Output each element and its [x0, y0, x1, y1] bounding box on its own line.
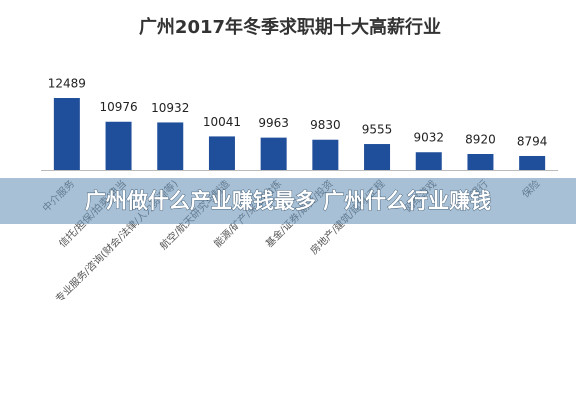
bar: [260, 137, 287, 170]
value-label: 8794: [517, 134, 548, 148]
value-label: 10041: [203, 115, 241, 129]
bar: [53, 98, 80, 170]
bar: [519, 155, 546, 170]
value-label: 9963: [258, 116, 289, 130]
overlay-text: 广州做什么产业赚钱最多 广州什么行业赚钱: [85, 189, 491, 213]
value-label: 9032: [413, 131, 444, 145]
bar: [208, 136, 235, 170]
bar: [415, 152, 442, 170]
bar: [364, 144, 391, 170]
bar: [105, 121, 132, 170]
value-label: 9555: [362, 123, 393, 137]
bar: [157, 122, 184, 170]
value-label: 9830: [310, 118, 341, 132]
bar: [467, 154, 494, 170]
value-label: 10976: [99, 100, 137, 114]
value-label: 8920: [465, 133, 496, 147]
overlay-band: [0, 178, 576, 224]
bar: [312, 139, 339, 170]
chart-title: 广州2017年冬季求职期十大高薪行业: [139, 16, 441, 38]
value-label: 10932: [151, 101, 189, 115]
value-label: 12489: [48, 77, 86, 91]
